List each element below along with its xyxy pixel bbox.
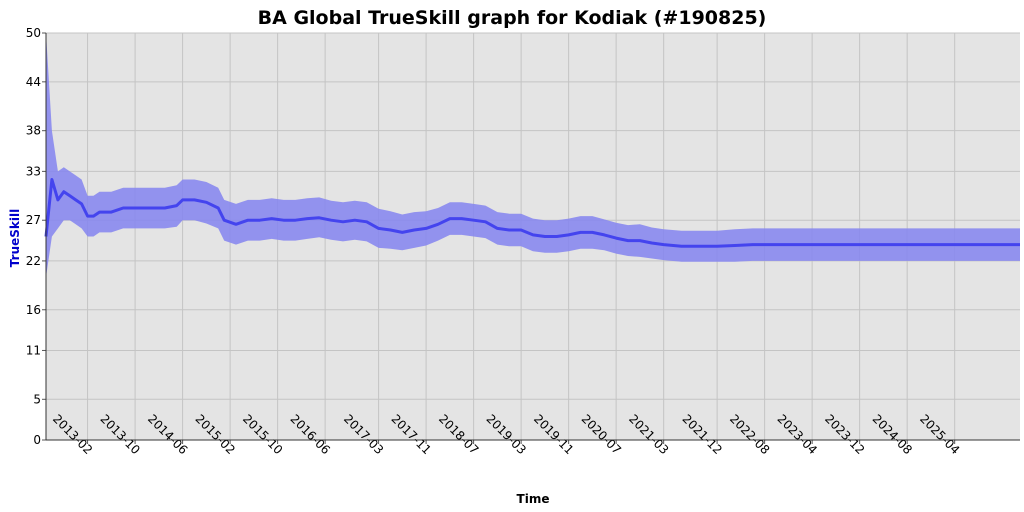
y-axis-ticks: 0 5 11 16 22 27 33 38 44 50 [26,26,46,447]
x-axis-label: Time [517,492,550,506]
y-tick-label: 44 [26,75,41,89]
y-tick-label: 0 [33,433,41,447]
trueskill-series-line [44,178,1020,248]
y-tick-label: 27 [26,213,41,227]
y-tick-label: 22 [26,254,41,268]
chart-title: BA Global TrueSkill graph for Kodiak (#1… [258,7,767,29]
y-tick-label: 38 [26,124,41,138]
y-tick-label: 5 [33,392,41,406]
y-tick-label: 50 [26,26,41,40]
uncertainty-band [46,33,1020,278]
axis-lines [45,33,1020,441]
y-tick-label: 11 [26,343,41,357]
y-tick-label: 33 [26,164,41,178]
y-axis-label: TrueSkill [8,209,22,267]
y-tick-label: 16 [26,303,41,317]
